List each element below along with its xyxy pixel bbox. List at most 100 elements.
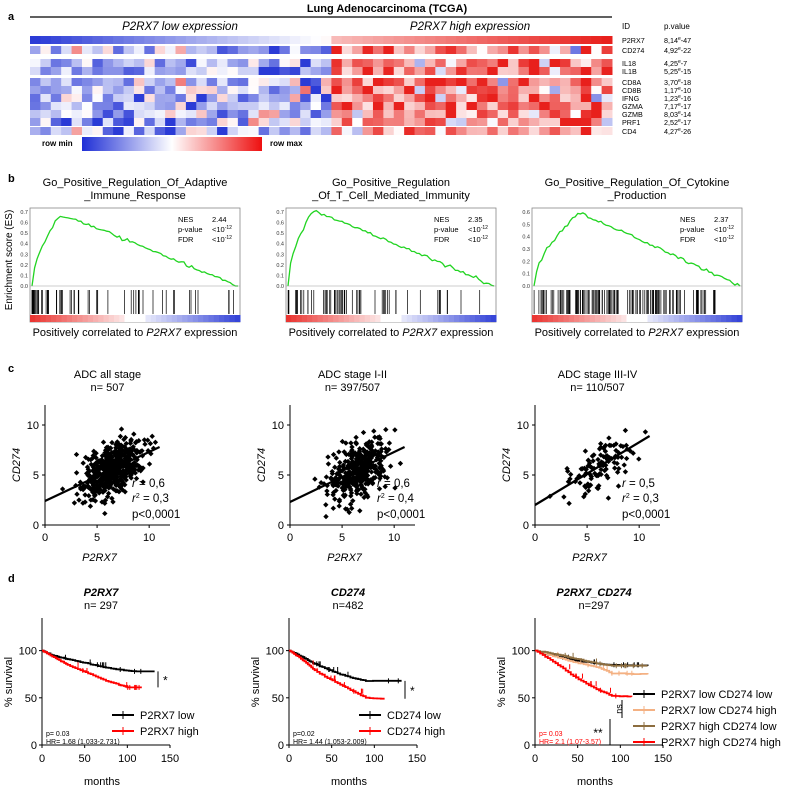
heatmap-cell: [393, 94, 405, 102]
heatmap-cell: [123, 86, 135, 94]
heatmap-cell: [414, 59, 426, 67]
heatmap-cell: [456, 86, 467, 94]
km-curve: [535, 649, 649, 675]
heatmap-cell: [445, 46, 457, 54]
scatter-point: [361, 470, 367, 476]
heatmap-cell: [30, 102, 41, 110]
gsea-rank-bar-segment: [66, 315, 73, 322]
heatmap-cell: [269, 59, 280, 67]
heatmap-cell: [580, 102, 592, 110]
heatmap-cell: [71, 110, 83, 118]
heatmap-gene-id: IFNG: [622, 94, 640, 103]
heatmap-cell: [71, 86, 83, 94]
gsea-ytick-label: 0.6: [20, 221, 28, 227]
gsea-rank-bar-segment: [140, 315, 146, 322]
km-stat-line: HR= 2.1 (1.07-3.57): [539, 739, 601, 746]
gsea-rank-bar-segment: [668, 315, 675, 322]
heatmap-cell: [102, 127, 114, 135]
scatter-point: [110, 486, 117, 492]
heatmap-cell: [518, 86, 530, 94]
heatmap-cell: [466, 36, 478, 44]
heatmap-cell: [113, 110, 125, 118]
heatmap-cell: [476, 78, 488, 86]
heatmap-cell: [30, 110, 41, 118]
heatmap-cell: [185, 86, 197, 94]
heatmap-cell: [102, 94, 114, 102]
heatmap-cell: [102, 78, 114, 86]
scatter-point: [312, 476, 318, 482]
heatmap-gene-pvalue: 7,17e-17: [664, 102, 691, 111]
gsea-rank-bar-segment: [317, 315, 324, 322]
scatter-point: [324, 491, 330, 498]
heatmap-cell: [601, 36, 613, 44]
heatmap-cell: [362, 118, 374, 126]
gsea-panels: Go_Positive_Regulation_Of_Adaptive_Immun…: [20, 177, 743, 339]
km-legend-label: P2RX7 low CD274 low: [661, 689, 772, 701]
heatmap-cell: [154, 59, 166, 67]
heatmap-cell: [570, 59, 582, 67]
gsea-xlabel: Positively correlated to P2RX7 expressio…: [535, 327, 740, 339]
heatmap-cell: [404, 102, 416, 110]
heatmap-cell: [321, 94, 332, 102]
heatmap-cell: [206, 94, 218, 102]
heatmap-cell: [71, 118, 83, 126]
heatmap-cell: [435, 86, 447, 94]
heatmap-cell: [289, 46, 301, 54]
heatmap-cell: [227, 102, 239, 110]
scatter-point: [109, 439, 115, 446]
heatmap-cell: [528, 86, 540, 94]
gsea-rank-bar-segment: [77, 315, 83, 322]
scatter-point: [81, 485, 87, 491]
scatter-point: [323, 502, 329, 508]
heatmap-cell: [424, 59, 436, 67]
heatmap-cell: [591, 102, 603, 110]
scatter-point: [348, 464, 354, 471]
heatmap-cell: [549, 78, 561, 86]
scatter-point: [378, 448, 384, 455]
gsea-ytick-label: 0.5: [522, 222, 530, 228]
heatmap-cell: [372, 67, 384, 75]
gsea-rank-bar-segment: [119, 315, 125, 322]
scatter-point: [621, 462, 627, 468]
heatmap-cell: [289, 94, 301, 102]
heatmap-cell: [570, 86, 582, 94]
heatmap-cell: [570, 127, 582, 135]
heatmap-cell: [476, 127, 488, 135]
km-stat-line: p= 0.03: [539, 731, 563, 738]
heatmap-cell: [445, 127, 457, 135]
gsea-stat-value: <10-12: [468, 225, 488, 234]
gsea-rank-bar-segment: [422, 315, 429, 322]
heatmap-cell: [466, 59, 478, 67]
scatter-point: [612, 465, 618, 471]
heatmap-cell: [175, 118, 187, 126]
heatmap-cell: [30, 127, 41, 135]
scatter-point: [93, 470, 99, 476]
scatter-point: [82, 499, 88, 505]
heatmap-cell: [476, 46, 488, 54]
km-n: n=297: [579, 600, 610, 612]
heatmap-cell: [352, 118, 364, 126]
scatter-point: [367, 477, 374, 483]
gsea-rank-bar-segment: [72, 315, 78, 322]
scatter-point: [353, 480, 359, 487]
heatmap-cell: [414, 102, 426, 110]
gsea-rank-bar-segment: [464, 315, 471, 322]
heatmap-cell: [404, 127, 416, 135]
gsea-rank-bar-segment: [108, 315, 115, 322]
scatter-point: [392, 427, 398, 433]
gsea-rank-bar-segment: [438, 315, 444, 322]
km-legend-label: P2RX7 low CD274 high: [661, 705, 777, 717]
heatmap-cell: [487, 36, 499, 44]
heatmap-cell: [393, 102, 405, 110]
gsea-stat-value: 2.44: [212, 215, 227, 224]
gsea-rank-bar-segment: [375, 315, 381, 322]
heatmap-group-low-label: P2RX7 low expression: [122, 21, 238, 33]
scatter-point: [100, 439, 107, 445]
heatmap-cell: [518, 110, 530, 118]
heatmap-cell: [497, 67, 509, 75]
gsea-rank-bar-segment: [459, 315, 465, 322]
gsea-panel-1: Go_Positive_Regulation_Of_Adaptive_Immun…: [20, 177, 241, 339]
heatmap-cell: [476, 67, 488, 75]
heatmap-cell: [217, 78, 228, 86]
heatmap-cell: [321, 102, 332, 110]
